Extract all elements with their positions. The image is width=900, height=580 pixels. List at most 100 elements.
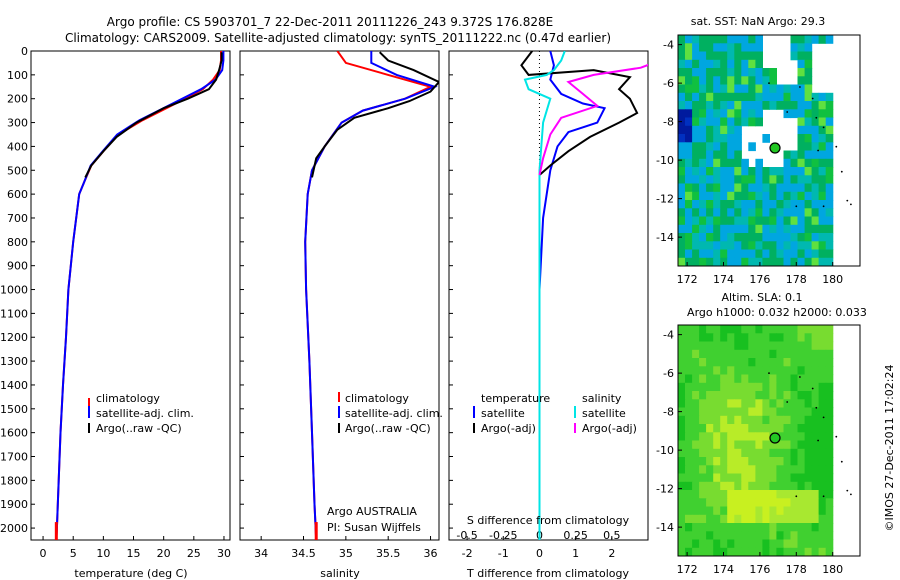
map-cell <box>783 191 792 201</box>
map-cell <box>769 531 777 541</box>
map-cell <box>692 68 700 77</box>
map-cell <box>762 341 770 351</box>
map-cell <box>678 399 686 409</box>
map-cell <box>783 506 792 516</box>
map-cell <box>762 391 770 400</box>
map-cell <box>818 432 827 442</box>
map-cell <box>734 158 742 168</box>
map-cell <box>797 183 806 193</box>
map-cell <box>804 424 813 433</box>
map-cell <box>804 333 813 343</box>
map-cell <box>769 424 777 433</box>
map-cell <box>741 35 749 44</box>
map-cell <box>727 183 735 193</box>
map-cell <box>790 382 799 392</box>
map-cell <box>748 531 756 541</box>
map-cell <box>748 374 756 384</box>
map-cell <box>748 490 756 499</box>
map-cell <box>741 68 749 77</box>
map-cell <box>797 531 806 541</box>
map-cell <box>825 382 834 392</box>
map-cell <box>804 224 813 234</box>
map-cell <box>685 457 693 466</box>
map-cell <box>706 150 714 160</box>
map-cell <box>678 167 686 176</box>
map-cell <box>727 382 735 392</box>
map-cell <box>734 448 742 458</box>
map-cell <box>748 142 756 152</box>
argo-position-marker <box>769 432 781 444</box>
map-cell <box>692 415 700 425</box>
map-cell <box>783 84 792 94</box>
map-cell <box>734 325 742 334</box>
map-cell <box>678 366 686 376</box>
map-cell <box>825 539 834 549</box>
map-cell <box>804 531 813 541</box>
map-cell <box>699 391 707 400</box>
map-cell <box>825 333 834 343</box>
map-cell <box>734 200 742 209</box>
map-cell <box>692 490 700 499</box>
map-cell <box>783 440 792 450</box>
map-cell <box>692 257 700 266</box>
map-cell <box>783 349 792 359</box>
salinity-panel: 34 34.5 35 35.5 36 climatology satellite-adj… <box>239 50 443 580</box>
map-cell <box>790 51 799 61</box>
map-cell <box>706 183 714 193</box>
map-cell <box>776 473 784 483</box>
map-cell <box>678 84 686 94</box>
map-cell <box>804 432 813 442</box>
map-cell <box>720 43 728 53</box>
map-cell <box>678 333 686 343</box>
map-cell <box>755 109 763 119</box>
map-cell <box>790 514 799 524</box>
map-cell <box>811 349 820 359</box>
map-cell <box>776 358 784 367</box>
map-cell <box>713 432 721 442</box>
map-cell <box>811 125 820 135</box>
map-cell <box>748 325 756 334</box>
map-cell <box>692 547 700 556</box>
map-cell <box>776 349 784 359</box>
map-cell <box>769 440 777 450</box>
map-cell <box>734 109 742 119</box>
map-cell <box>720 216 728 226</box>
map-cell <box>769 358 777 367</box>
map-cell <box>818 498 827 508</box>
map-cell <box>741 523 749 532</box>
map-cell <box>741 158 749 168</box>
map-cell <box>783 257 792 266</box>
map-cell <box>748 175 756 185</box>
map-cell <box>797 68 806 77</box>
map-cell <box>797 35 806 44</box>
map-cell <box>811 514 820 524</box>
map-cell <box>797 158 806 168</box>
map-cell <box>678 358 686 367</box>
map-cell <box>825 117 834 127</box>
map-cell <box>762 249 770 259</box>
map-cell <box>790 490 799 499</box>
map-cell <box>713 257 721 266</box>
map-cell <box>748 391 756 400</box>
map-cell <box>678 216 686 226</box>
map-cell <box>706 358 714 367</box>
map-cell <box>755 415 763 425</box>
map-cell <box>797 547 806 556</box>
map-cell <box>825 465 834 475</box>
map-cell <box>769 490 777 499</box>
map-cell <box>811 547 820 556</box>
map-cell <box>804 59 813 69</box>
lon-tick-label: 176 <box>749 273 770 286</box>
map-cell <box>713 531 721 541</box>
map-cell <box>685 407 693 417</box>
map-cell <box>769 191 777 201</box>
map-cell <box>783 175 792 185</box>
map-cell <box>706 366 714 376</box>
map-cell <box>727 358 735 367</box>
legend-label-temperature-satellite: satellite <box>481 407 525 420</box>
map-cell <box>678 183 686 193</box>
sla-map: Altim. SLA: 0.1 Argo h1000: 0.032 h2000:… <box>656 291 867 576</box>
map-cell <box>811 457 820 466</box>
map-cell <box>741 249 749 259</box>
